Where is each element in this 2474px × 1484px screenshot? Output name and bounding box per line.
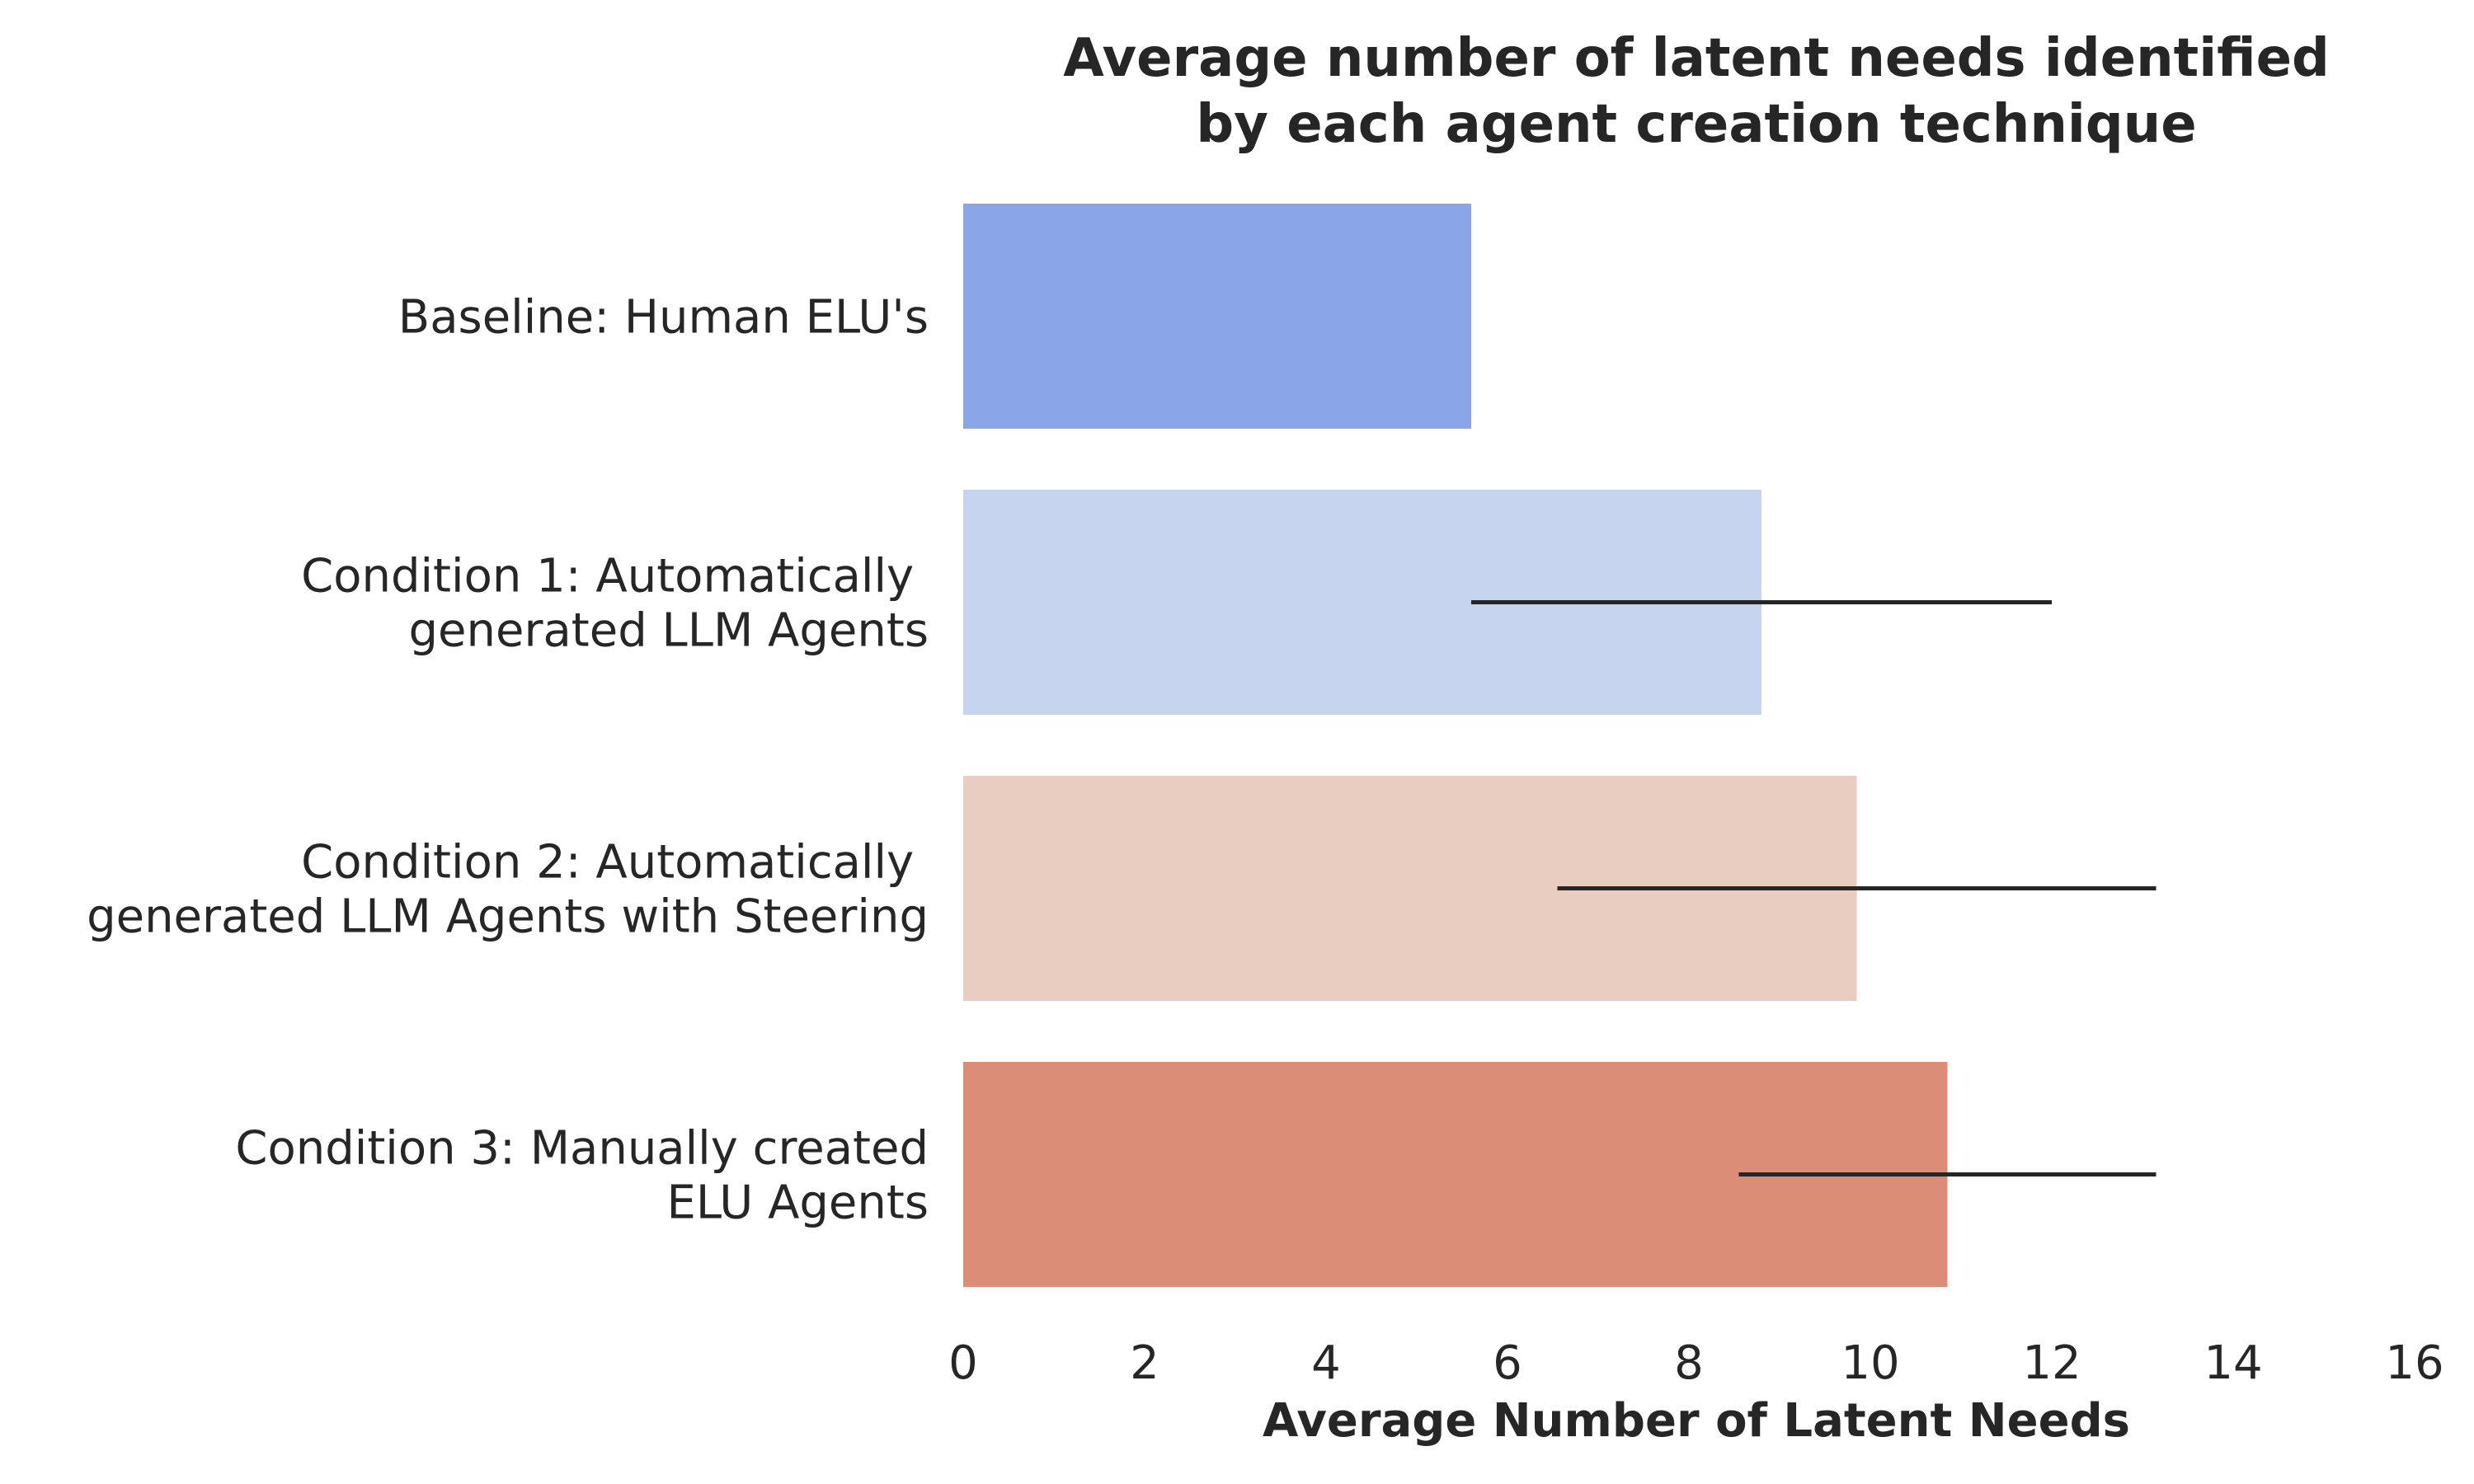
category-label: Condition 3: Manually created ELU Agents — [235, 1122, 929, 1230]
x-tick-label: 0 — [948, 1336, 978, 1390]
category-label: Baseline: Human ELU's — [398, 291, 929, 345]
x-tick-labels: 0 2 4 6 8 10 12 14 16 — [948, 1336, 2443, 1390]
chart-title: Average number of latent needs identifie… — [1063, 28, 2330, 155]
x-tick-label: 12 — [2022, 1336, 2081, 1390]
category-label: Condition 2: Automatically generated LLM… — [87, 836, 929, 944]
x-tick-label: 6 — [1493, 1336, 1522, 1390]
chart-title-line: Average number of latent needs identifie… — [1063, 28, 2330, 89]
x-axis-label: Average Number of Latent Needs — [1263, 1394, 2130, 1448]
category-labels: Baseline: Human ELU's Condition 1: Automa… — [87, 291, 929, 1230]
bars-layer — [963, 204, 1948, 1287]
x-tick-label: 4 — [1311, 1336, 1341, 1390]
chart-title-line: by each agent creation technique — [1196, 94, 2196, 155]
category-label: Condition 1: Automatically generated LLM… — [301, 550, 929, 658]
x-tick-label: 10 — [1841, 1336, 1899, 1390]
x-tick-label: 16 — [2385, 1336, 2443, 1390]
x-tick-label: 2 — [1130, 1336, 1159, 1390]
bar — [963, 204, 1471, 429]
x-tick-label: 14 — [2204, 1336, 2262, 1390]
x-tick-label: 8 — [1674, 1336, 1704, 1390]
error-bars-layer — [1471, 600, 2157, 1176]
